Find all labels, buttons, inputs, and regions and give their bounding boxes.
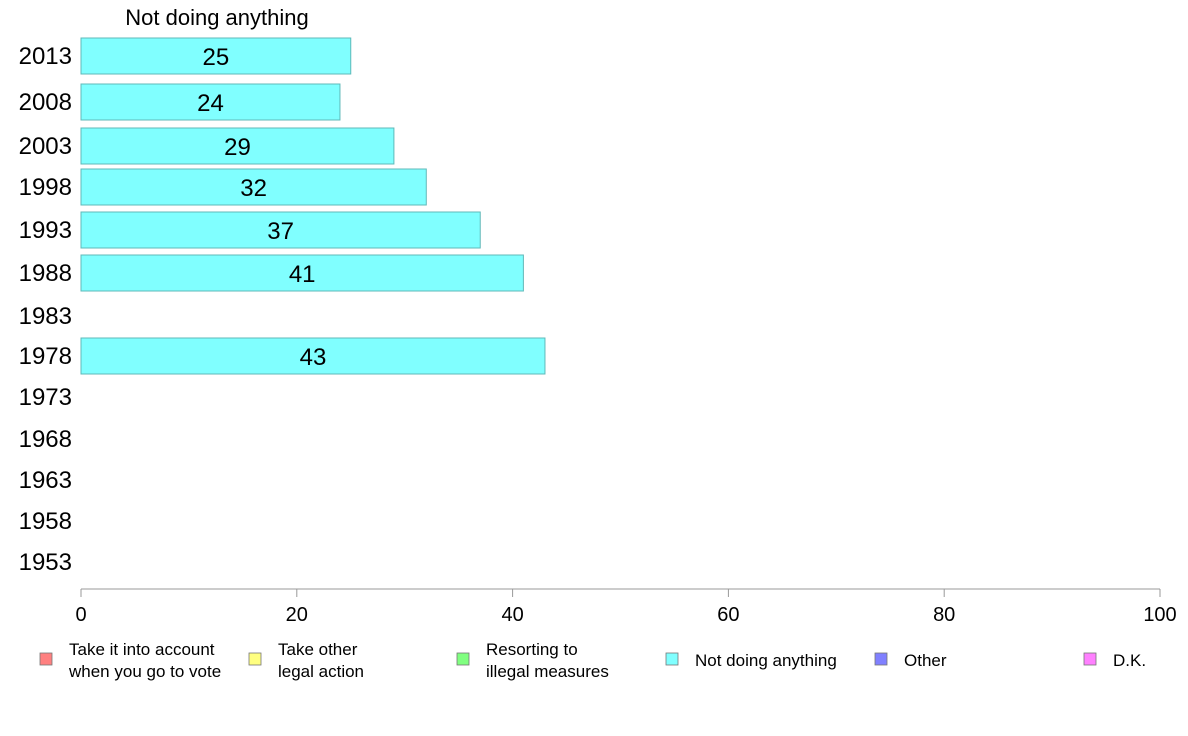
year-label-1958: 1958 xyxy=(19,508,72,535)
legend-label-4-0: Other xyxy=(904,651,947,670)
legend-label-1-0: Take other xyxy=(278,640,358,659)
year-label-1973: 1973 xyxy=(19,384,72,411)
legend-swatch-4 xyxy=(874,652,888,666)
bar-value-label-2008: 24 xyxy=(197,90,224,117)
x-tick-label-40: 40 xyxy=(501,604,523,626)
year-label-1968: 1968 xyxy=(19,426,72,453)
year-label-1998: 1998 xyxy=(19,174,72,201)
x-tick-label-0: 0 xyxy=(75,604,86,626)
year-label-2013: 2013 xyxy=(19,43,72,70)
bar-value-label-1978: 43 xyxy=(300,344,327,371)
year-label-2003: 2003 xyxy=(19,133,72,160)
bar-value-label-1998: 32 xyxy=(240,175,267,202)
legend-label-1-1: legal action xyxy=(278,662,364,681)
legend-swatch-0 xyxy=(39,652,53,666)
bar-1988 xyxy=(80,254,524,292)
bar-2008 xyxy=(80,83,341,121)
bar-2003 xyxy=(80,127,395,165)
bar-value-label-2003: 29 xyxy=(224,134,251,161)
legend-label-2-0: Resorting to xyxy=(486,640,578,659)
year-label-1993: 1993 xyxy=(19,217,72,244)
legend-swatch-1 xyxy=(248,652,262,666)
x-tick-label-100: 100 xyxy=(1143,604,1176,626)
bar-value-label-1993: 37 xyxy=(267,218,294,245)
bar-value-label-2013: 25 xyxy=(203,44,230,71)
legend-label-2-1: illegal measures xyxy=(486,662,609,681)
year-labels: 2013 2008 2003 1998 1993 1988 1983 1978 1973 1968… xyxy=(19,43,72,576)
legend-label-5-0: D.K. xyxy=(1113,651,1146,670)
legend: Take it into account when you go to vote T… xyxy=(39,640,1146,681)
legend-swatch-2 xyxy=(456,652,470,666)
bar-1978 xyxy=(80,337,546,375)
legend-label-0-1: when you go to vote xyxy=(68,662,221,681)
year-label-1963: 1963 xyxy=(19,467,72,494)
x-tick-label-60: 60 xyxy=(717,604,739,626)
year-label-2008: 2008 xyxy=(19,89,72,116)
legend-label-3-0: Not doing anything xyxy=(695,651,837,670)
x-tick-label-80: 80 xyxy=(933,604,955,626)
year-label-1983: 1983 xyxy=(19,303,72,330)
chart-title: Not doing anything xyxy=(125,5,308,30)
bar-value-label-1988: 41 xyxy=(289,261,316,288)
year-label-1953: 1953 xyxy=(19,549,72,576)
year-label-1978: 1978 xyxy=(19,343,72,370)
legend-label-0-0: Take it into account xyxy=(69,640,215,659)
x-axis: 0 20 40 60 80 100 xyxy=(75,588,1177,626)
bar-2013 xyxy=(80,37,352,75)
bar-1998 xyxy=(80,168,427,206)
bar-1993 xyxy=(80,211,481,249)
x-tick-label-20: 20 xyxy=(286,604,308,626)
legend-swatch-3 xyxy=(665,652,679,666)
year-label-1988: 1988 xyxy=(19,260,72,287)
legend-swatch-5 xyxy=(1083,652,1097,666)
